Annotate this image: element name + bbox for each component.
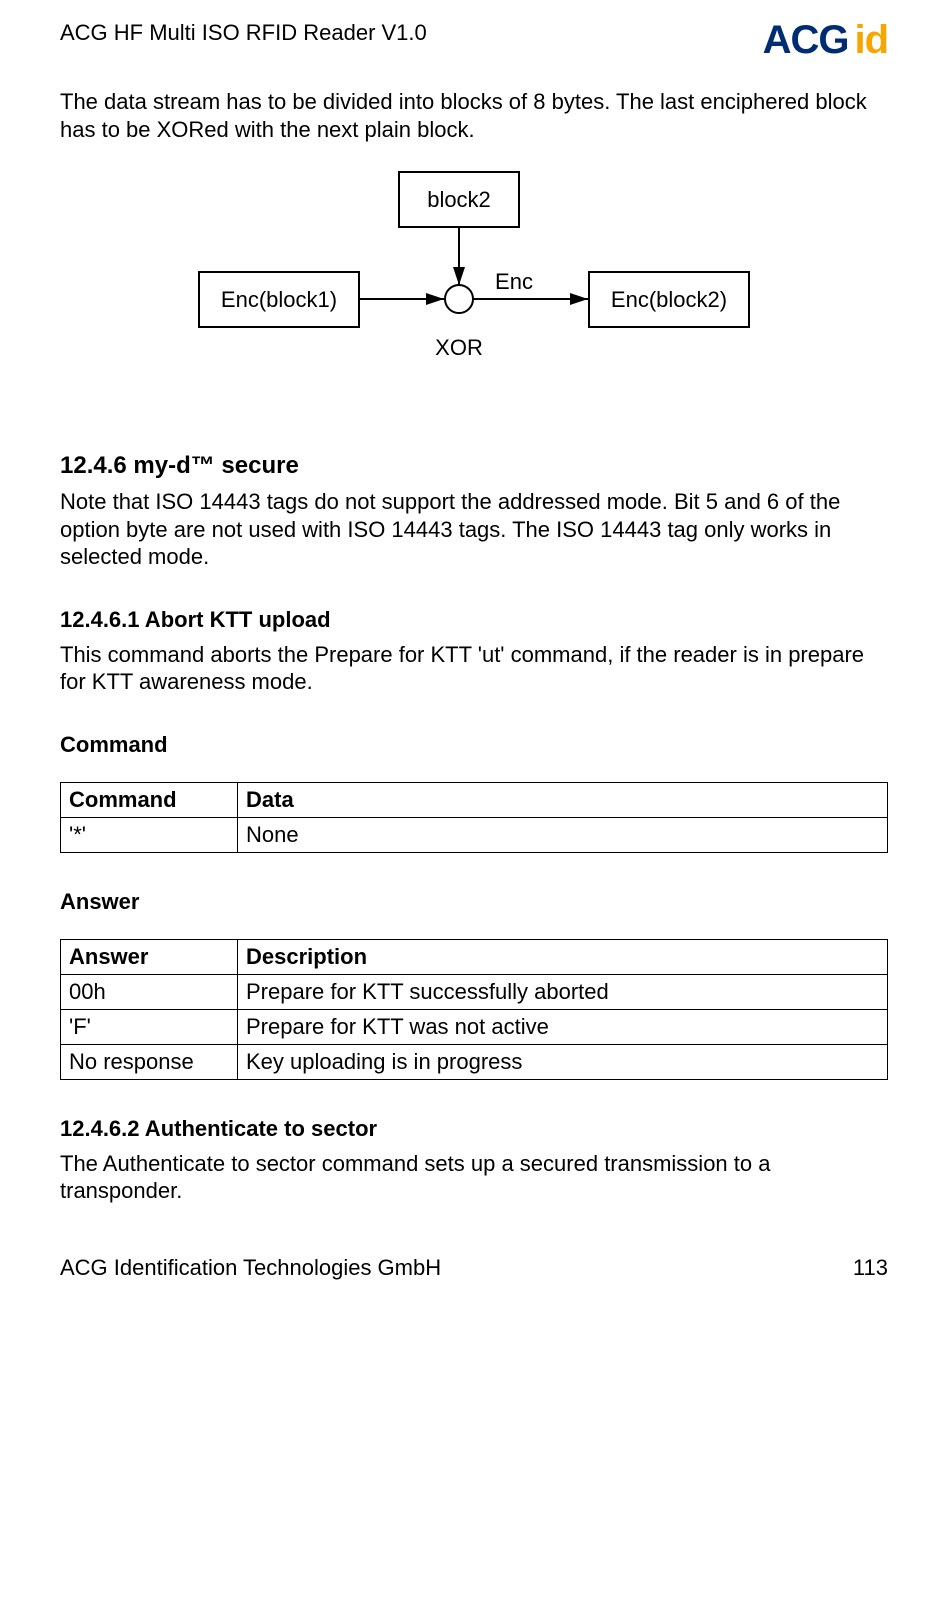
section-abort-ktt-paragraph: This command aborts the Prepare for KTT … [60, 641, 888, 696]
diagram-xor-label: XOR [435, 335, 483, 360]
command-col-header: Command [61, 782, 238, 817]
footer-company: ACG Identification Technologies GmbH [60, 1255, 441, 1281]
table-cell: 'F' [61, 1009, 238, 1044]
description-col-header: Description [238, 939, 888, 974]
table-row: No response Key uploading is in progress [61, 1044, 888, 1079]
footer-page-number: 113 [853, 1255, 888, 1281]
section-authenticate-heading: 12.4.6.2 Authenticate to sector [60, 1116, 888, 1142]
diagram-right-box-text: Enc(block2) [611, 287, 727, 312]
intro-paragraph: The data stream has to be divided into b… [60, 88, 888, 143]
table-cell: None [238, 817, 888, 852]
section-myd-secure-heading: 12.4.6 my-d™ secure [60, 452, 888, 480]
section-abort-ktt-heading: 12.4.6.1 Abort KTT upload [60, 607, 888, 633]
logo-secondary-text: id [854, 20, 888, 60]
logo-primary-text: ACG [763, 20, 849, 60]
table-row: '*' None [61, 817, 888, 852]
document-title: ACG HF Multi ISO RFID Reader V1.0 [60, 20, 427, 46]
cbc-diagram: block2 Enc(block1) Enc(block2) Enc XOR [194, 167, 754, 392]
command-label: Command [60, 732, 888, 758]
table-row: 'F' Prepare for KTT was not active [61, 1009, 888, 1044]
logo: ACG id [763, 20, 888, 60]
table-cell: Key uploading is in progress [238, 1044, 888, 1079]
section-authenticate-paragraph: The Authenticate to sector command sets … [60, 1150, 888, 1205]
answer-table: Answer Description 00h Prepare for KTT s… [60, 939, 888, 1080]
answer-label: Answer [60, 889, 888, 915]
diagram-enc-label: Enc [495, 269, 533, 294]
table-row: 00h Prepare for KTT successfully aborted [61, 974, 888, 1009]
table-cell: Prepare for KTT was not active [238, 1009, 888, 1044]
command-table: Command Data '*' None [60, 782, 888, 853]
header-row: ACG HF Multi ISO RFID Reader V1.0 ACG id [60, 20, 888, 60]
table-cell: Prepare for KTT successfully aborted [238, 974, 888, 1009]
answer-col-header: Answer [61, 939, 238, 974]
table-header-row: Command Data [61, 782, 888, 817]
diagram-left-box-text: Enc(block1) [221, 287, 337, 312]
page-container: ACG HF Multi ISO RFID Reader V1.0 ACG id… [0, 0, 948, 1311]
footer-row: ACG Identification Technologies GmbH 113 [60, 1255, 888, 1281]
table-header-row: Answer Description [61, 939, 888, 974]
table-cell: No response [61, 1044, 238, 1079]
table-cell: 00h [61, 974, 238, 1009]
section-myd-secure-paragraph: Note that ISO 14443 tags do not support … [60, 488, 888, 571]
data-col-header: Data [238, 782, 888, 817]
diagram-top-box-text: block2 [427, 187, 491, 212]
table-cell: '*' [61, 817, 238, 852]
